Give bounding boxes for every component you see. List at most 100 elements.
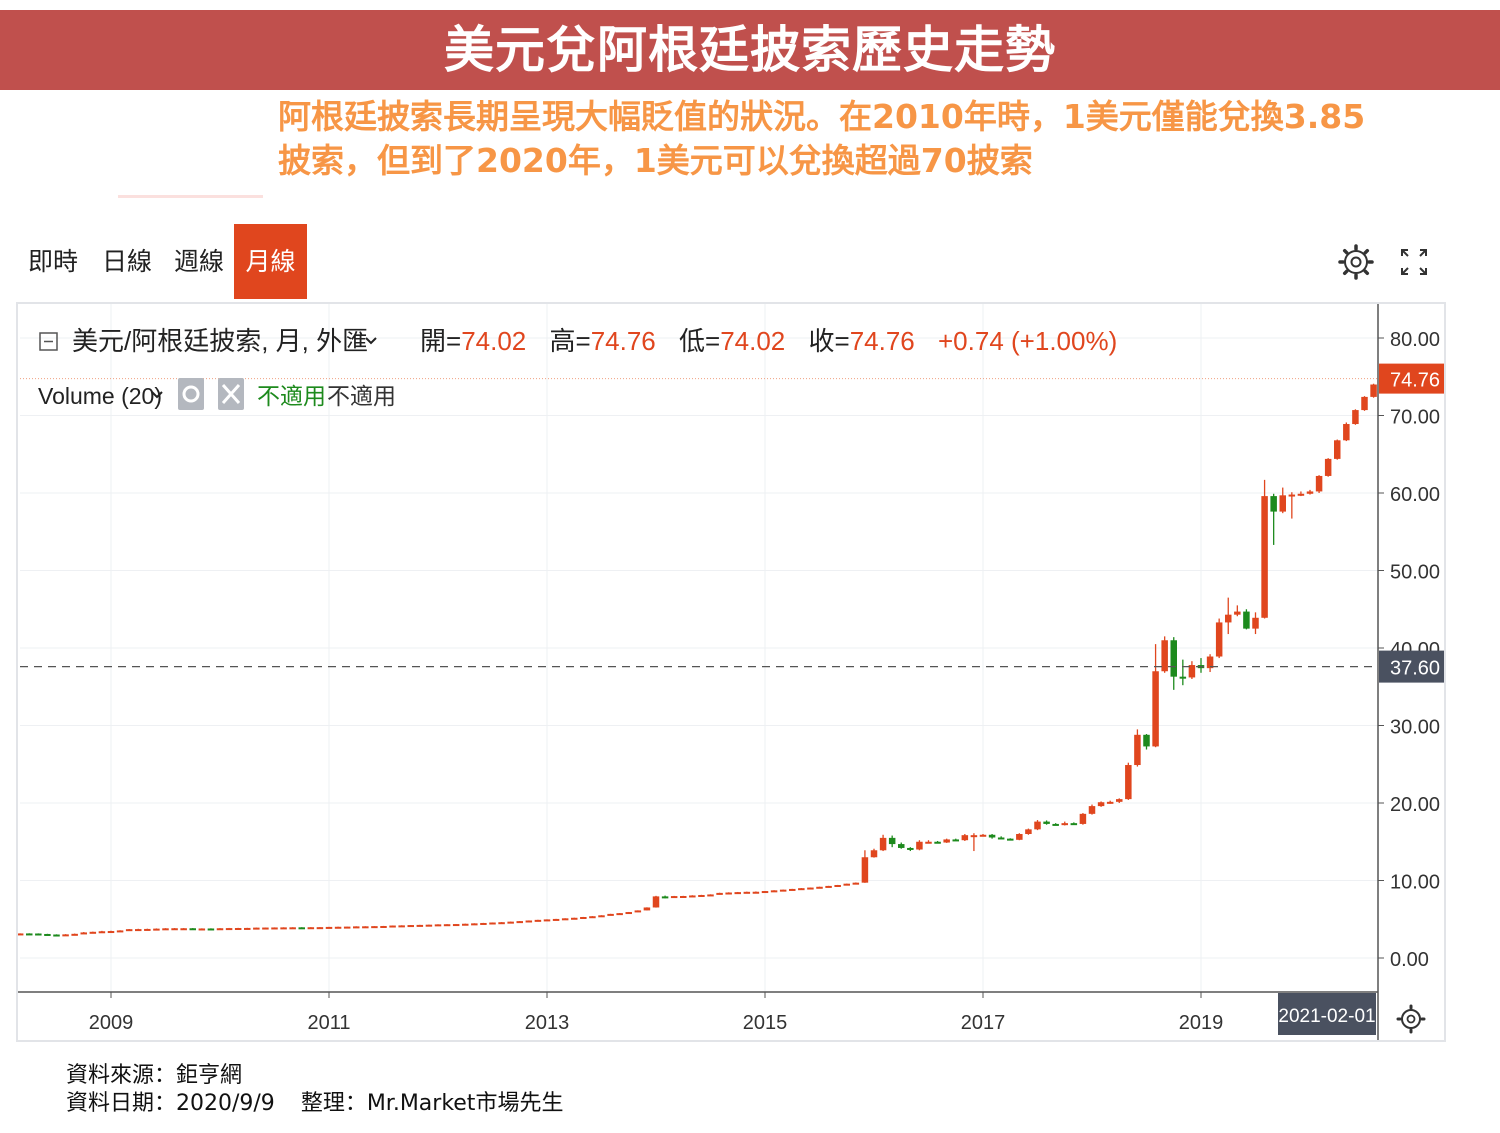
candle (434, 924, 442, 927)
candle-body (1116, 799, 1123, 802)
candle-body (616, 913, 623, 916)
candle (125, 929, 133, 932)
candle (1106, 800, 1114, 804)
candle (207, 928, 215, 931)
candle-body (53, 934, 60, 937)
candle-body (1161, 640, 1168, 672)
candle (1125, 762, 1132, 800)
candle (180, 928, 187, 931)
candle (1007, 838, 1014, 841)
candle (271, 927, 278, 930)
candle-body (144, 928, 151, 931)
close-value: 74.76 (850, 326, 915, 356)
candle (253, 927, 260, 930)
candle (1352, 409, 1359, 425)
candle-body (98, 931, 106, 934)
y-tick-label: 10.00 (1390, 872, 1440, 894)
svg-text:開=74.02 高=74.76: 開=74.02 高=74.76 低=74.02 收=74.76 +0.74 (+… (420, 326, 1117, 356)
candle (1016, 833, 1023, 841)
x-tick-label: 2015 (743, 1012, 788, 1034)
candle (561, 918, 569, 921)
candle-body (888, 837, 896, 845)
candle (343, 926, 351, 929)
candle-body (943, 839, 950, 843)
candle (1324, 458, 1332, 477)
candle (1343, 422, 1350, 442)
candle (770, 890, 778, 893)
candle (970, 833, 978, 852)
volume-value-2: 不適用 (327, 384, 396, 410)
chevron-down-icon[interactable] (151, 391, 163, 399)
candle-body (670, 896, 678, 899)
tab-monthly[interactable]: 月線 (234, 224, 307, 299)
candle (507, 921, 514, 924)
candle (1288, 492, 1296, 519)
candle (1179, 659, 1187, 686)
candle-body (1143, 734, 1150, 747)
candle (643, 907, 651, 911)
volume-label[interactable]: Volume (20) (38, 383, 162, 409)
candle-body (1061, 823, 1068, 826)
candle (1279, 487, 1286, 514)
crosshair-price-label: 37.60 (1390, 658, 1440, 680)
candle (44, 933, 51, 936)
candle-body (443, 924, 451, 927)
candle-body (407, 925, 414, 928)
candle (934, 840, 941, 844)
indicator-settings-icon[interactable] (178, 378, 204, 410)
date-tag (1278, 993, 1376, 1035)
y-tick-label: 50.00 (1390, 562, 1440, 584)
candle (943, 838, 950, 843)
candle (761, 890, 769, 894)
open-value: 74.02 (461, 326, 526, 356)
candle (580, 916, 587, 920)
gear-icon[interactable] (1338, 244, 1374, 280)
page-title: 美元兌阿根廷披索歷史走勢 (444, 21, 1056, 79)
candle-body (135, 929, 142, 932)
candle (480, 922, 487, 925)
candle-body (225, 928, 233, 931)
symbol-label[interactable]: 美元/阿根廷披索, 月, 外匯 (72, 326, 368, 356)
candle-body (1334, 440, 1341, 459)
candlestick-chart: 0.0010.0020.0030.0040.0050.0060.0070.008… (18, 304, 1444, 1040)
candle-body (652, 896, 660, 908)
candle-body (1279, 495, 1286, 512)
candle-body (1179, 676, 1187, 679)
axis-settings-icon[interactable] (1396, 1004, 1426, 1034)
collapse-icon[interactable] (39, 332, 58, 351)
candle (789, 888, 796, 891)
fullscreen-icon[interactable] (1401, 249, 1427, 275)
y-tick-label: 20.00 (1390, 794, 1440, 816)
candle (1116, 798, 1123, 803)
candle (316, 927, 324, 930)
candle-body (1188, 665, 1196, 678)
low-value: 74.02 (720, 326, 785, 356)
candle-body (380, 925, 387, 928)
tab-weekly[interactable]: 週線 (173, 247, 224, 276)
candle (135, 928, 142, 932)
date-note: 資料日期：2020/9/9 (66, 1091, 275, 1116)
tab-realtime[interactable]: 即時 (27, 247, 78, 276)
candle (1370, 383, 1377, 398)
candle-body (979, 834, 987, 837)
candle (534, 919, 542, 922)
candle-body (952, 839, 959, 842)
subtitle: 阿根廷披索長期呈現大幅貶值的狀況。在2010年時，1美元僅能兌換3.85披索，但… (278, 97, 1366, 180)
candle (1097, 801, 1105, 807)
candle-body (1352, 410, 1359, 425)
chevron-down-icon[interactable] (365, 337, 377, 345)
y-tick-label: 70.00 (1390, 407, 1440, 429)
candle-body (289, 927, 296, 930)
candles (18, 378, 1386, 937)
candle (325, 926, 333, 929)
candle (1079, 813, 1087, 825)
candle-body (561, 918, 569, 921)
candle (1088, 804, 1096, 815)
candle-body (770, 890, 778, 893)
candle (689, 895, 696, 898)
candle-body (598, 915, 605, 918)
candle-body (35, 933, 42, 936)
candle-body (734, 892, 741, 895)
candle (979, 834, 987, 837)
tab-daily[interactable]: 日線 (101, 247, 152, 276)
